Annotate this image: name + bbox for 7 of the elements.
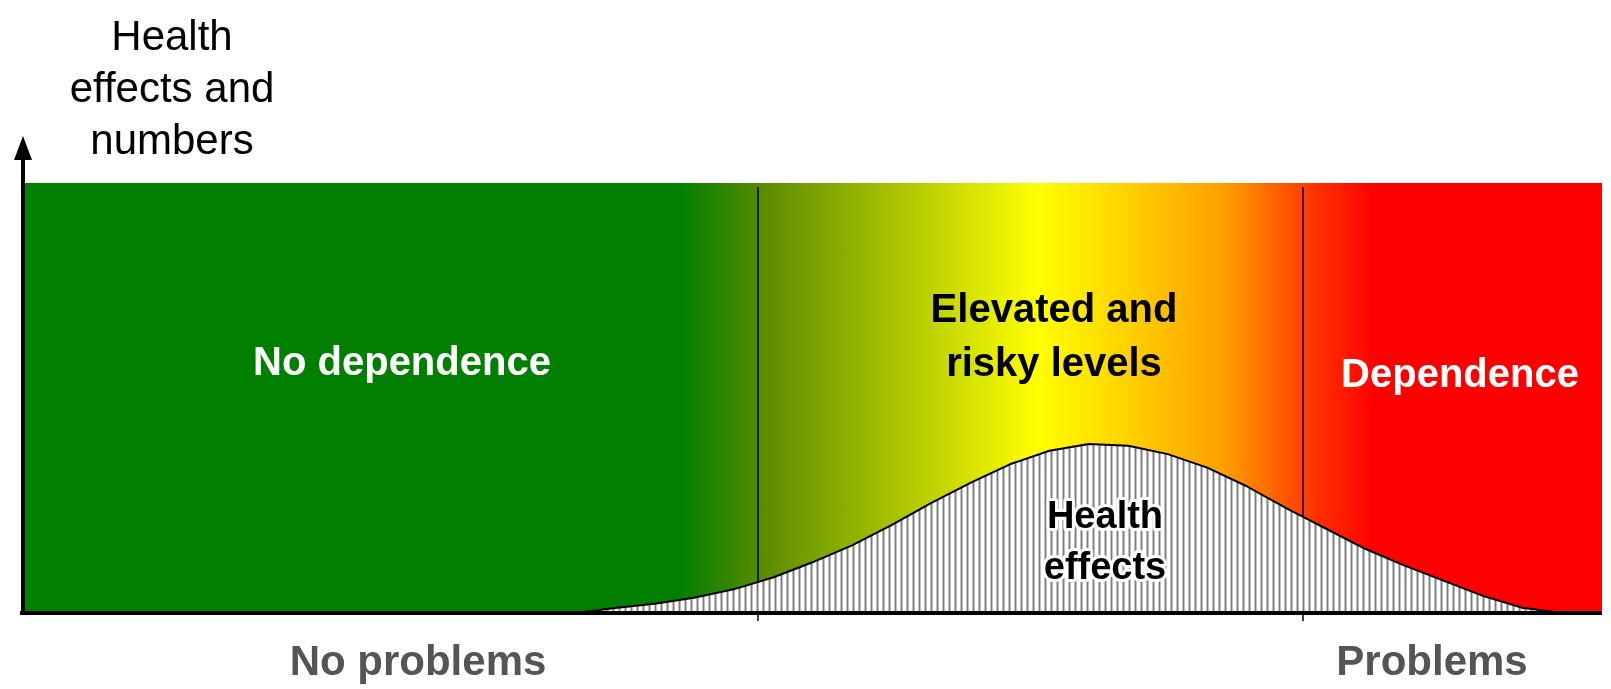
text: Dependence: [1341, 351, 1579, 395]
text: No problems: [289, 637, 547, 684]
text: Problems: [1336, 637, 1528, 684]
annotation: Health effects: [1043, 494, 1167, 588]
text: No dependence: [253, 339, 551, 383]
text: Elevated and risky levels: [930, 286, 1178, 384]
text: Health effects and numbers: [69, 12, 275, 163]
